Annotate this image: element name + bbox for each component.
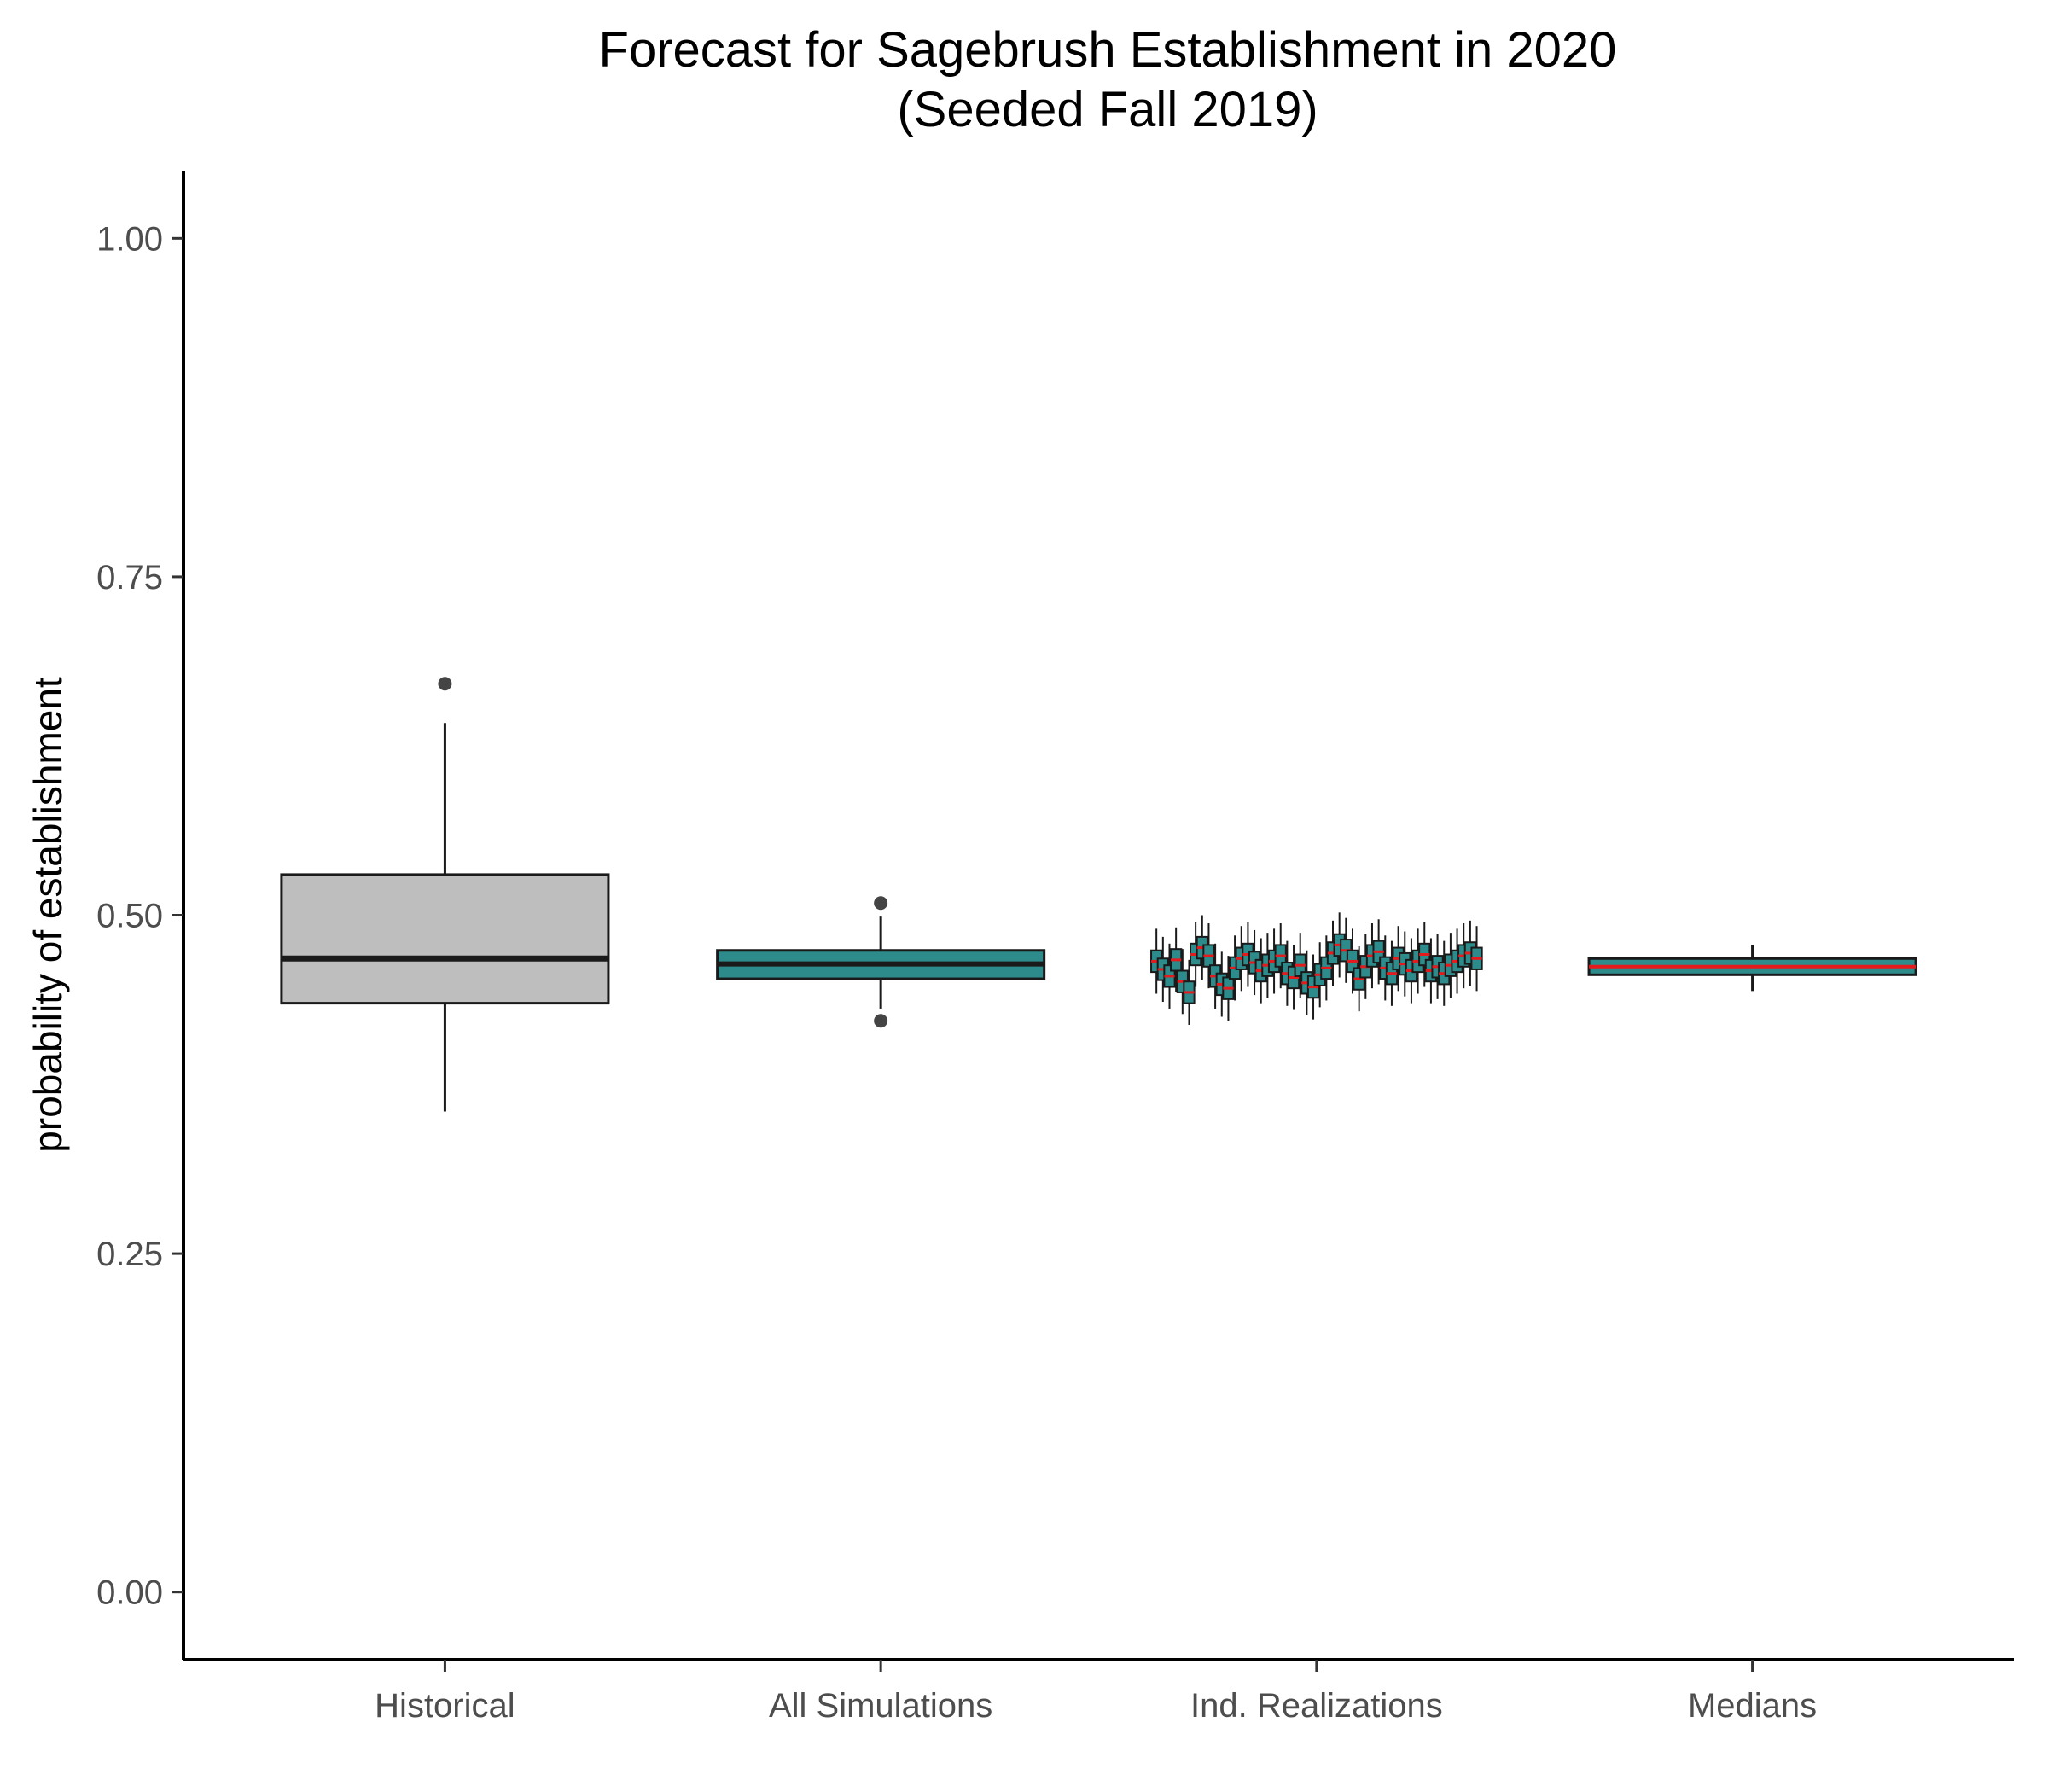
y-ticks: 0.00 0.25 0.50 0.75 1.00 — [96, 220, 183, 1612]
y-tick-label: 0.50 — [96, 898, 163, 935]
chart-title: Forecast for Sagebrush Establishment in … — [599, 22, 1617, 78]
box-historical — [280, 677, 610, 1112]
outlier-point — [438, 677, 452, 691]
x-tick-label: Ind. Realizations — [1190, 1687, 1443, 1725]
y-axis-label: probability of establishment — [26, 677, 70, 1153]
y-tick-label: 1.00 — [96, 220, 163, 258]
box-all-simulations — [716, 896, 1046, 1028]
y-tick-label: 0.00 — [96, 1574, 163, 1612]
outlier-point — [874, 896, 888, 911]
outlier-point — [874, 1014, 888, 1028]
x-tick-label: Historical — [375, 1687, 515, 1725]
x-tick-label: Medians — [1688, 1687, 1817, 1725]
boxes — [280, 677, 1917, 1112]
box — [280, 873, 610, 1005]
y-tick-label: 0.75 — [96, 559, 163, 596]
chart-subtitle: (Seeded Fall 2019) — [897, 82, 1318, 137]
x-ticks: Historical All Simulations Ind. Realizatio… — [375, 1660, 1817, 1725]
box-medians — [1587, 945, 1917, 992]
box-ind-realizations — [1150, 912, 1483, 1025]
x-tick-label: All Simulations — [769, 1687, 992, 1725]
y-tick-label: 0.25 — [96, 1236, 163, 1273]
